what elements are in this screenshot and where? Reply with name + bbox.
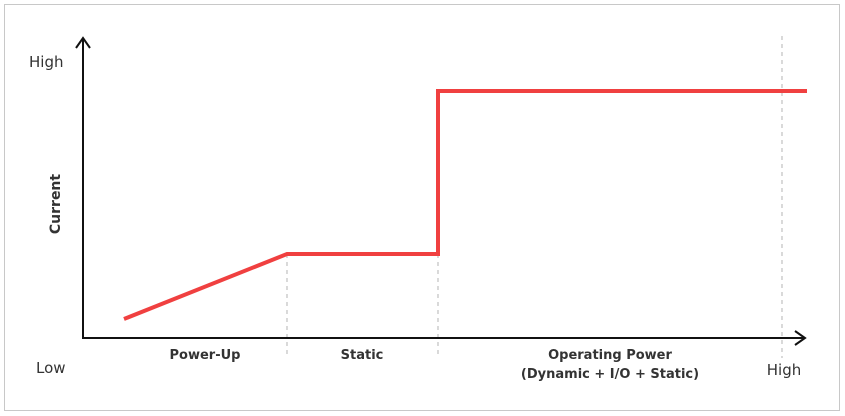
region-operating-label-line1: Operating Power [548,348,672,363]
diagram-frame [4,4,840,411]
y-axis-title: Current [48,174,64,235]
y-axis-low-label: Low [36,359,66,377]
region-static-label: Static [341,348,384,363]
current-curve [123,89,807,321]
region-operating-label-line2: (Dynamic + I/O + Static) [521,367,699,382]
y-axis-high-label: High [29,53,63,71]
region-power-up-label: Power-Up [170,348,241,363]
x-axis-high-label: High [767,361,801,379]
x-axis-arrow [794,330,807,346]
y-axis-arrow [75,36,91,49]
